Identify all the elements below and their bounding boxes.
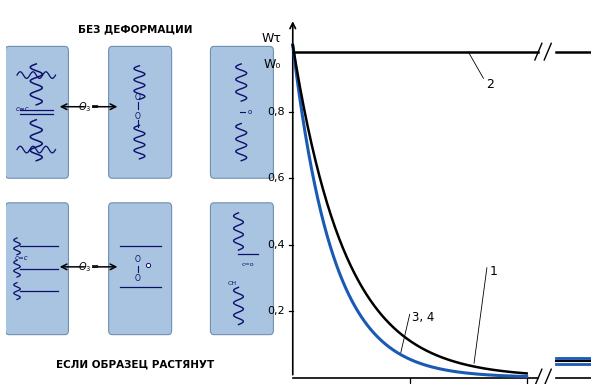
Text: O: O [135,255,141,264]
Text: O: O [135,112,141,120]
Text: O: O [135,274,141,283]
FancyBboxPatch shape [109,46,172,178]
Text: CH: CH [227,281,236,286]
Text: O: O [135,93,141,102]
Text: W₀: W₀ [263,58,280,71]
Text: 0,8: 0,8 [267,107,284,116]
Text: c=o: c=o [241,263,254,267]
Text: c=c: c=c [16,105,29,112]
Text: 2: 2 [486,78,494,91]
FancyBboxPatch shape [5,203,68,335]
Text: 0,4: 0,4 [267,240,284,250]
Text: ЕСЛИ ОБРАЗЕЦ РАСТЯНУТ: ЕСЛИ ОБРАЗЕЦ РАСТЯНУТ [56,359,214,369]
Text: Wτ: Wτ [262,32,281,45]
FancyBboxPatch shape [109,203,172,335]
Text: $O_3$=: $O_3$= [78,100,99,114]
Text: БЕЗ ДЕФОРМАЦИИ: БЕЗ ДЕФОРМАЦИИ [78,25,193,35]
FancyBboxPatch shape [5,46,68,178]
Text: 0,6: 0,6 [267,173,284,183]
Text: $O_3$=: $O_3$= [78,260,99,274]
FancyBboxPatch shape [211,203,274,335]
Text: 3, 4: 3, 4 [412,311,434,324]
Text: 0,2: 0,2 [267,306,284,316]
Text: c=c: c=c [14,254,28,261]
Text: o: o [248,109,253,115]
Text: 1: 1 [489,265,497,278]
FancyBboxPatch shape [211,46,274,178]
